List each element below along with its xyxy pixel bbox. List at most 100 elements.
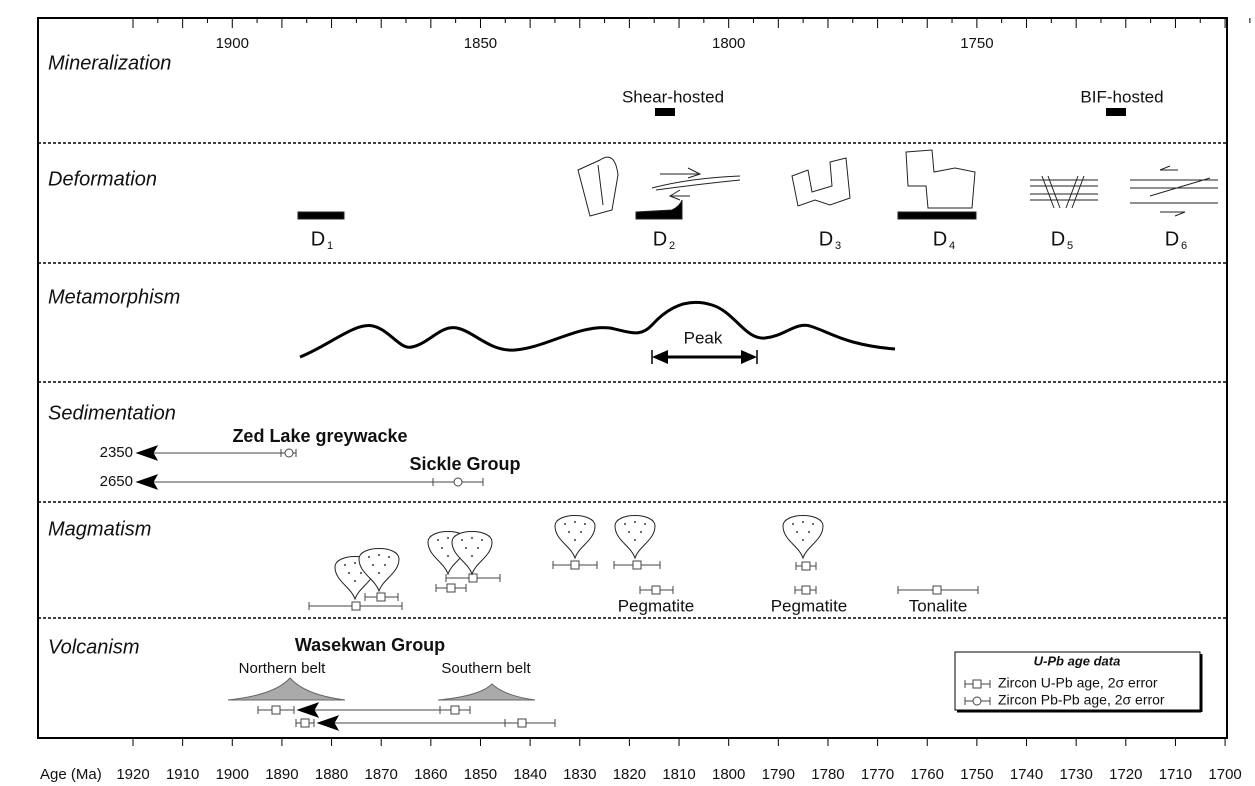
x-tick-label: 1730 [1059, 766, 1092, 783]
deformation-sub: 2 [669, 240, 675, 252]
peak-arrow [652, 350, 757, 364]
pluton-dot [640, 531, 642, 533]
pluton-dot [441, 547, 443, 549]
deformation-sub: 1 [327, 240, 333, 252]
row-title: Sedimentation [48, 402, 176, 424]
frame [38, 18, 1227, 738]
age-point [272, 706, 280, 714]
age-point [802, 586, 810, 594]
deformation-label: D [653, 228, 667, 250]
age-point [633, 561, 641, 569]
x-tick-label: 1840 [513, 766, 546, 783]
legend-entry: Zircon Pb-Pb age, 2σ error [998, 692, 1165, 708]
x-tick-label: 1700 [1208, 766, 1241, 783]
pluton-dot [574, 521, 576, 523]
belt-label: Southern belt [441, 660, 531, 677]
pluton-dot [624, 523, 626, 525]
pluton-dot [812, 523, 814, 525]
deformation-sub: 4 [949, 240, 955, 252]
deformation-label: D [819, 228, 833, 250]
unit-name: Zed Lake greywacke [232, 426, 407, 446]
mineral-label: BIF-hosted [1080, 87, 1163, 106]
unit-age: 2650 [100, 473, 133, 490]
pluton-dot [644, 523, 646, 525]
magmatism-label: Tonalite [909, 596, 968, 615]
metamorphism-curve [300, 302, 895, 357]
pluton-dot [808, 531, 810, 533]
top-tick-label: 1900 [216, 35, 249, 52]
age-point [352, 602, 360, 610]
pluton-dot [471, 537, 473, 539]
x-tick-label: 1880 [315, 766, 348, 783]
pluton-dot [628, 531, 630, 533]
age-point [518, 719, 526, 727]
age-point [652, 586, 660, 594]
x-tick-label: 1800 [712, 766, 745, 783]
age-point [802, 562, 810, 570]
row-title: Magmatism [48, 518, 151, 540]
legend-entry: Zircon U-Pb age, 2σ error [998, 675, 1158, 691]
x-tick-label: 1850 [464, 766, 497, 783]
mineral-bar [655, 108, 675, 116]
x-tick-label: 1810 [662, 766, 695, 783]
pluton-dot [564, 523, 566, 525]
group-name: Wasekwan Group [295, 635, 445, 655]
pluton-dot [471, 555, 473, 557]
age-point [301, 719, 309, 727]
belt-label: Northern belt [239, 660, 327, 677]
pluton-dot [634, 539, 636, 541]
pluton-dot [354, 580, 356, 582]
row-title: Volcanism [48, 636, 140, 658]
age-point [933, 586, 941, 594]
x-tick-label: 1790 [762, 766, 795, 783]
pluton-dot [378, 572, 380, 574]
pluton-dot [634, 521, 636, 523]
axis-label: Age (Ma) [40, 766, 102, 783]
x-tick-label: 1820 [613, 766, 646, 783]
x-tick-label: 1910 [166, 766, 199, 783]
pluton-dot [388, 556, 390, 558]
age-point [447, 584, 455, 592]
pluton-dot [792, 523, 794, 525]
mineral-bar [1106, 108, 1126, 116]
pluton-dot [447, 537, 449, 539]
age-point [285, 449, 293, 457]
age-point [571, 561, 579, 569]
pluton-dot [384, 564, 386, 566]
x-tick-label: 1770 [861, 766, 894, 783]
pluton-dot [368, 556, 370, 558]
x-tick-label: 1740 [1010, 766, 1043, 783]
pluton-dot [437, 539, 439, 541]
x-tick-label: 1870 [365, 766, 398, 783]
pluton-dot [372, 564, 374, 566]
age-point [451, 706, 459, 714]
magmatism-label: Pegmatite [618, 596, 695, 615]
belt-shape [228, 678, 345, 700]
belt-shape [438, 684, 535, 700]
x-tick-label: 1920 [116, 766, 149, 783]
pluton-dot [348, 572, 350, 574]
pluton-dot [461, 539, 463, 541]
mineral-label: Shear-hosted [622, 87, 724, 106]
pluton-dot [481, 539, 483, 541]
age-symbols [137, 446, 978, 730]
deformation-icons [298, 150, 1218, 219]
deformation-sub: 3 [835, 240, 841, 252]
deformation-label: D [311, 228, 325, 250]
pluton-dot [574, 539, 576, 541]
age-point [469, 574, 477, 582]
unit-age: 2350 [100, 444, 133, 461]
pluton-dot [796, 531, 798, 533]
pluton-dot [354, 562, 356, 564]
row-title: Deformation [48, 168, 157, 190]
row-title: Metamorphism [48, 286, 180, 308]
age-point [377, 593, 385, 601]
deformation-sub: 6 [1181, 240, 1187, 252]
pluton-dot [360, 572, 362, 574]
pluton-dot [584, 523, 586, 525]
peak-label: Peak [684, 328, 723, 347]
pluton-dot [465, 547, 467, 549]
pluton-dot [477, 547, 479, 549]
pluton-dot [802, 521, 804, 523]
x-tick-label: 1750 [960, 766, 993, 783]
